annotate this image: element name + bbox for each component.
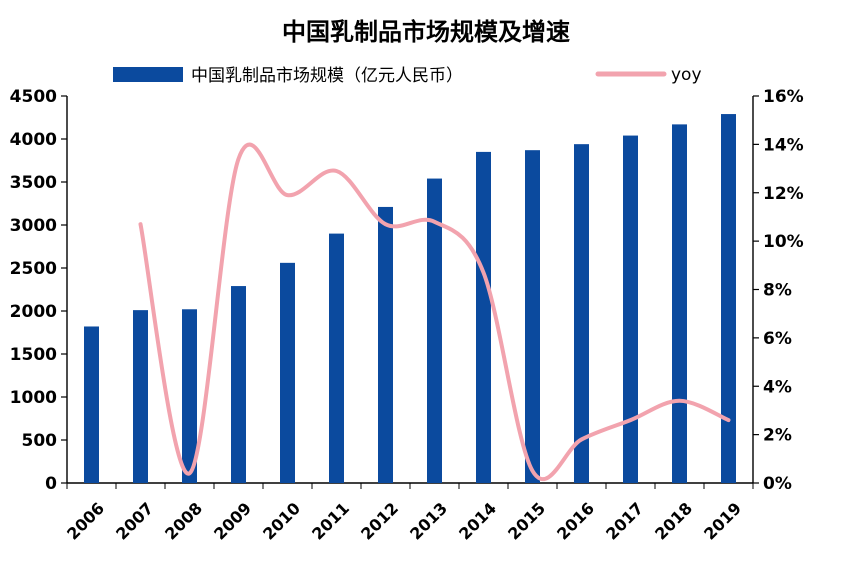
left-y-tick-label: 3000 — [10, 216, 57, 236]
x-tick-label: 2008 — [161, 499, 206, 544]
bar-market-size — [280, 262, 295, 483]
right-y-tick-label: 0% — [763, 474, 792, 494]
chart-title: 中国乳制品市场规模及增速 — [282, 18, 570, 46]
legend-bar-label: 中国乳制品市场规模（亿元人民币） — [191, 66, 463, 86]
chart-legend: 中国乳制品市场规模（亿元人民币） yoy — [113, 65, 702, 86]
legend-bar-swatch — [113, 67, 183, 82]
x-tick-label: 2011 — [308, 499, 353, 544]
right-y-tick-label: 4% — [763, 377, 792, 397]
legend-line-label: yoy — [671, 65, 702, 85]
x-tick-label: 2009 — [210, 499, 255, 544]
bar-market-size — [84, 326, 99, 483]
left-y-tick-label: 4000 — [10, 130, 57, 150]
x-tick-label: 2007 — [112, 499, 157, 544]
right-y-tick-label: 12% — [763, 184, 804, 204]
bar-market-size — [329, 233, 344, 483]
right-y-tick-label: 6% — [763, 329, 792, 349]
left-y-tick-label: 1500 — [10, 345, 57, 365]
x-tick-label: 2017 — [602, 499, 647, 544]
x-tick-label: 2014 — [455, 499, 500, 544]
x-tick-label: 2019 — [700, 499, 745, 544]
x-tick-label: 2018 — [651, 499, 696, 544]
yoy-line — [138, 142, 731, 481]
bar-market-size — [574, 144, 589, 483]
bar-market-size — [525, 150, 540, 483]
bar-market-size — [721, 114, 736, 483]
plot-area: 0 500 1000 1500 2000 2500 3000 3500 4000 4500 0% 2%… — [10, 87, 804, 544]
bar-market-size — [378, 206, 393, 483]
right-y-tick-label: 14% — [763, 135, 804, 155]
right-y-tick-label: 10% — [763, 232, 804, 252]
bar-market-size — [231, 286, 246, 483]
left-y-tick-label: 4500 — [10, 87, 57, 107]
left-y-tick-label: 1000 — [10, 388, 57, 408]
left-y-tick-label: 500 — [22, 431, 58, 451]
bar-market-size — [476, 151, 491, 483]
bar-market-size — [672, 124, 687, 483]
left-y-tick-label: 2000 — [10, 302, 57, 322]
left-y-tick-label: 3500 — [10, 173, 57, 193]
right-y-tick-label: 16% — [763, 87, 804, 107]
right-y-tick-label: 8% — [763, 281, 792, 301]
right-y-tick-label: 2% — [763, 426, 792, 446]
left-y-tick-label: 2500 — [10, 259, 57, 279]
bar-market-size — [427, 178, 442, 483]
bar-market-size — [623, 135, 638, 483]
x-tick-label: 2013 — [406, 499, 451, 544]
x-tick-label: 2006 — [63, 499, 108, 544]
x-tick-label: 2015 — [504, 499, 549, 544]
x-tick-label: 2016 — [553, 499, 598, 544]
bar-market-size — [182, 309, 197, 483]
x-tick-label: 2010 — [259, 499, 304, 544]
bar-market-size — [133, 310, 148, 483]
x-tick-label: 2012 — [357, 499, 402, 544]
left-y-tick-label: 0 — [45, 474, 57, 494]
